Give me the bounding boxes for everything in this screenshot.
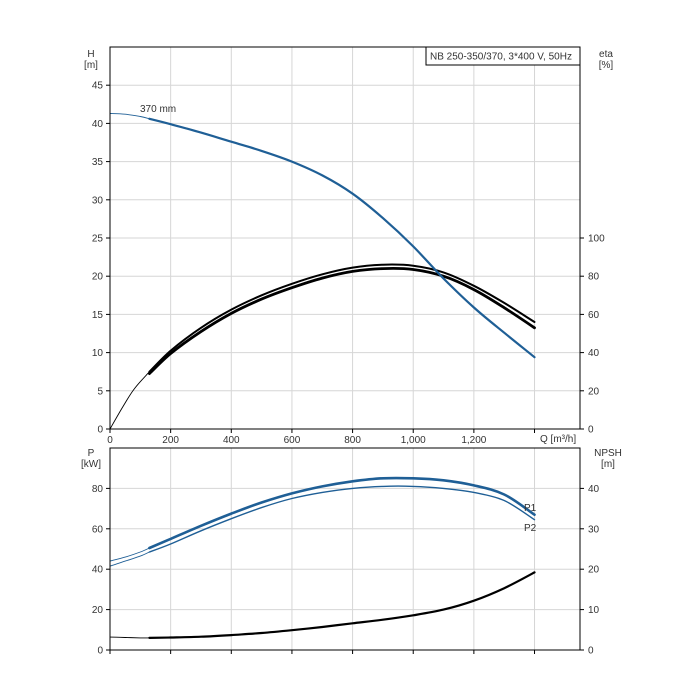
upper-left-axis-ticks: 0 5 10 15 20 25 30 35 40 45: [92, 81, 110, 436]
upper-right-tick-label: 80: [588, 272, 600, 283]
efficiency-curve-lower: [148, 266, 536, 375]
x-tick-label: 400: [223, 435, 240, 446]
legend-box-text: NB 250-350/370, 3*400 V, 50Hz: [430, 52, 572, 63]
upper-left-tick-label: 45: [92, 81, 104, 92]
lower-chart-series: [109, 476, 536, 639]
lower-left-tick-label: 20: [92, 605, 104, 616]
efficiency-curve-upper-extension: [109, 371, 150, 430]
upper-right-tick-label: 40: [588, 348, 600, 359]
upper-right-axis-unit: [%]: [599, 60, 614, 71]
upper-left-tick-label: 25: [92, 234, 104, 245]
upper-left-tick-label: 20: [92, 272, 104, 283]
x-axis-label: Q [m³/h]: [540, 434, 576, 445]
upper-left-axis-label: H: [87, 49, 94, 60]
x-axis-ticks: 0 200 400 600 800 1,000 1,200: [107, 429, 536, 446]
lower-right-tick-label: 40: [588, 484, 600, 495]
head-curve-370mm-extension: [109, 113, 150, 120]
upper-right-tick-label: 100: [588, 234, 605, 245]
upper-left-tick-label: 5: [97, 386, 103, 397]
lower-left-tick-label: 40: [92, 565, 104, 576]
upper-right-tick-label: 0: [588, 425, 594, 436]
lower-right-axis-label: NPSH: [594, 448, 622, 459]
power-curve-p2: [148, 485, 536, 553]
upper-chart-series: [109, 113, 536, 430]
upper-left-tick-label: 10: [92, 348, 104, 359]
upper-right-axis-label: eta: [599, 49, 613, 60]
lower-left-axis-unit: [kW]: [81, 459, 101, 470]
upper-left-tick-label: 40: [92, 119, 104, 130]
power-curve-p1-extension: [109, 547, 150, 562]
upper-chart-grid: [109, 47, 580, 429]
upper-left-axis-unit: [m]: [84, 60, 98, 71]
curve-label-p2: P2: [524, 523, 537, 534]
x-tick-label: 200: [162, 435, 179, 446]
lower-chart-frame: [109, 447, 581, 651]
upper-left-tick-label: 35: [92, 157, 104, 168]
curve-label-370mm: 370 mm: [140, 104, 176, 115]
x-tick-label: 1,200: [461, 435, 486, 446]
efficiency-curve-upper: [148, 263, 536, 373]
lower-left-tick-label: 0: [97, 646, 103, 657]
power-curve-p1: [148, 476, 536, 550]
x-tick-label: 0: [107, 435, 113, 446]
power-curve-p2-extension: [109, 551, 150, 567]
lower-right-tick-label: 10: [588, 605, 600, 616]
lower-left-axis-label: P: [88, 448, 95, 459]
lower-left-axis-ticks: 0 20 40 60 80: [92, 484, 110, 657]
lower-right-tick-label: 0: [588, 646, 594, 657]
head-curve-370mm: [148, 117, 536, 359]
npsh-curve: [148, 571, 536, 639]
upper-left-tick-label: 30: [92, 195, 104, 206]
upper-right-tick-label: 60: [588, 310, 600, 321]
upper-right-tick-label: 20: [588, 386, 600, 397]
lower-chart-grid: [109, 448, 580, 654]
curve-label-p1: P1: [524, 503, 537, 514]
x-tick-label: 600: [284, 435, 301, 446]
lower-right-tick-label: 30: [588, 524, 600, 535]
lower-right-axis-ticks: 0 10 20 30 40: [580, 484, 600, 657]
lower-right-axis-unit: [m]: [601, 459, 615, 470]
upper-left-tick-label: 0: [97, 425, 103, 436]
lower-left-tick-label: 80: [92, 484, 104, 495]
upper-legend-box: NB 250-350/370, 3*400 V, 50Hz: [425, 46, 581, 66]
upper-left-tick-label: 15: [92, 310, 104, 321]
x-tick-label: 800: [344, 435, 361, 446]
lower-left-tick-label: 60: [92, 524, 104, 535]
lower-right-tick-label: 20: [588, 565, 600, 576]
x-tick-label: 1,000: [401, 435, 426, 446]
upper-right-axis-ticks: 0 20 40 60 80 100: [580, 234, 605, 436]
npsh-curve-extension: [109, 636, 150, 639]
